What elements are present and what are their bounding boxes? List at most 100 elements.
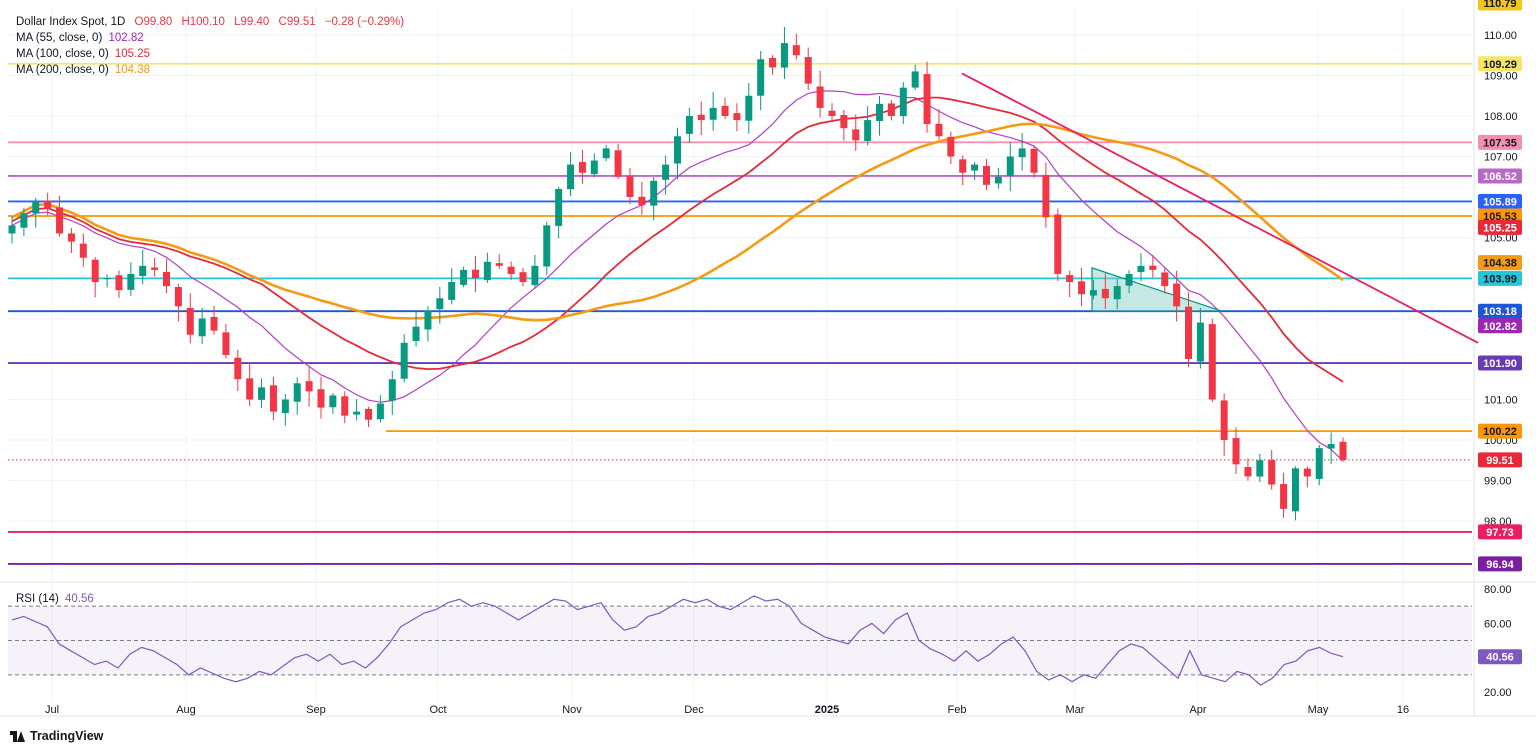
candle-body-33	[400, 342, 408, 379]
time-tick-2: Sep	[306, 704, 326, 716]
brand-name: TradingView	[30, 729, 104, 743]
level-tag-12	[1478, 423, 1522, 439]
candle-body-101	[1208, 324, 1216, 400]
change-value: −0.28 (−0.29%)	[324, 16, 405, 28]
candle-body-81	[971, 164, 979, 171]
high-value: H100.10	[181, 16, 225, 28]
time-tick-6: 2025	[815, 704, 839, 716]
candle-body-18	[222, 332, 230, 355]
ma100-value: 105.25	[114, 48, 151, 60]
candle-body-102	[1220, 400, 1228, 440]
candle-body-68	[816, 86, 824, 108]
level-tag-text-11: 101.90	[1483, 358, 1517, 370]
price-tick-3: 101.00	[1484, 395, 1518, 407]
level-tag-14	[1478, 524, 1522, 540]
candle-body-10	[127, 273, 135, 290]
rsi-legend[interactable]: RSI (14) 40.56	[16, 593, 94, 605]
level-tag-6	[1478, 219, 1522, 235]
level-tag-4	[1478, 193, 1522, 209]
level-tag-7	[1478, 255, 1522, 271]
candle-body-58	[697, 114, 705, 121]
candle-body-97	[1161, 272, 1169, 287]
candle-body-106	[1268, 460, 1276, 485]
low-value: L99.40	[234, 16, 270, 28]
candle-body-43	[519, 272, 527, 283]
candle-body-57	[685, 116, 693, 134]
price-axis[interactable]: 98.0099.00100.00101.00103.00105.00107.00…	[1478, 0, 1522, 699]
candle-body-42	[507, 266, 515, 274]
candle-body-17	[210, 316, 218, 331]
candle-body-85	[1018, 148, 1026, 158]
triangle-pattern	[1091, 267, 1223, 312]
level-tag-text-8: 103.99	[1483, 273, 1517, 285]
ma55-row[interactable]: MA (55, close, 0) 102.82	[16, 30, 410, 46]
candle-body-76	[911, 71, 919, 88]
candle-body-93	[1113, 286, 1121, 300]
level-tag-text-9: 103.18	[1483, 306, 1517, 318]
candle-body-78	[935, 123, 943, 137]
rsi-tick-2: 60.00	[1484, 618, 1512, 630]
candle-body-6	[79, 243, 87, 258]
candle-body-1	[20, 213, 28, 228]
candle-body-70	[840, 115, 848, 129]
candle-body-31	[376, 403, 384, 420]
candle-body-14	[174, 287, 182, 307]
ma100-line	[11, 96, 1344, 383]
candle-body-110	[1315, 448, 1323, 479]
tradingview-logo[interactable]: TradingView	[10, 729, 103, 743]
candle-body-15	[186, 307, 194, 335]
candle-body-99	[1185, 306, 1193, 359]
candle-body-22	[269, 385, 277, 412]
candle-body-24	[293, 383, 301, 402]
candle-body-103	[1232, 438, 1240, 465]
candle-body-39	[471, 269, 479, 278]
candle-body-32	[388, 379, 396, 401]
candle-body-62	[745, 95, 753, 121]
candle-body-63	[757, 59, 765, 96]
candle-body-45	[543, 225, 551, 267]
price-tick-8: 109.00	[1484, 71, 1518, 83]
candle-body-50	[602, 148, 610, 159]
candle-body-2	[32, 201, 40, 214]
candle-body-29	[353, 411, 361, 415]
rsi-last-tag	[1478, 649, 1522, 665]
candle-body-84	[1006, 156, 1014, 176]
price-tick-1: 99.00	[1484, 476, 1512, 488]
rsi-label: RSI (14)	[16, 593, 59, 605]
candle-body-53	[638, 196, 646, 206]
level-tag-10	[1478, 318, 1522, 334]
ma100-row[interactable]: MA (100, close, 0) 105.25	[16, 46, 410, 62]
time-tick-11: 16	[1397, 704, 1409, 716]
level-tag-text-12: 100.22	[1483, 426, 1517, 438]
candle-body-21	[258, 387, 266, 400]
candle-body-9	[115, 275, 123, 291]
candle-body-67	[804, 57, 812, 84]
time-axis[interactable]: Jul Aug Sep Oct Nov Dec 2025 Feb Mar Apr May 16	[45, 704, 1409, 716]
ma200-row[interactable]: MA (200, close, 0) 104.38	[16, 62, 410, 78]
level-tag-13	[1478, 452, 1522, 468]
candle-body-5	[67, 233, 75, 242]
horizontal-levels	[8, 62, 1472, 565]
candle-body-23	[281, 399, 289, 414]
candle-body-90	[1078, 281, 1086, 295]
candlesticks	[8, 27, 1347, 521]
level-tag-2	[1478, 134, 1522, 150]
candle-body-26	[317, 389, 325, 408]
candle-body-61	[733, 113, 741, 121]
candle-body-75	[899, 87, 907, 117]
candle-body-107	[1280, 484, 1288, 509]
time-tick-0: Jul	[45, 704, 59, 716]
candle-body-44	[531, 265, 539, 286]
candle-body-69	[828, 110, 836, 116]
candle-body-27	[329, 395, 337, 408]
rsi-line	[11, 595, 1344, 686]
candle-body-92	[1101, 288, 1109, 299]
candle-body-95	[1137, 265, 1145, 272]
candle-body-47	[567, 164, 575, 190]
rsi-tick-0: 20.00	[1484, 687, 1512, 699]
level-tag-1	[1478, 56, 1522, 72]
open-value: O99.80	[134, 16, 173, 28]
symbol-name[interactable]: Dollar Index Spot, 1D	[16, 16, 126, 28]
close-value: C99.51	[278, 16, 316, 28]
